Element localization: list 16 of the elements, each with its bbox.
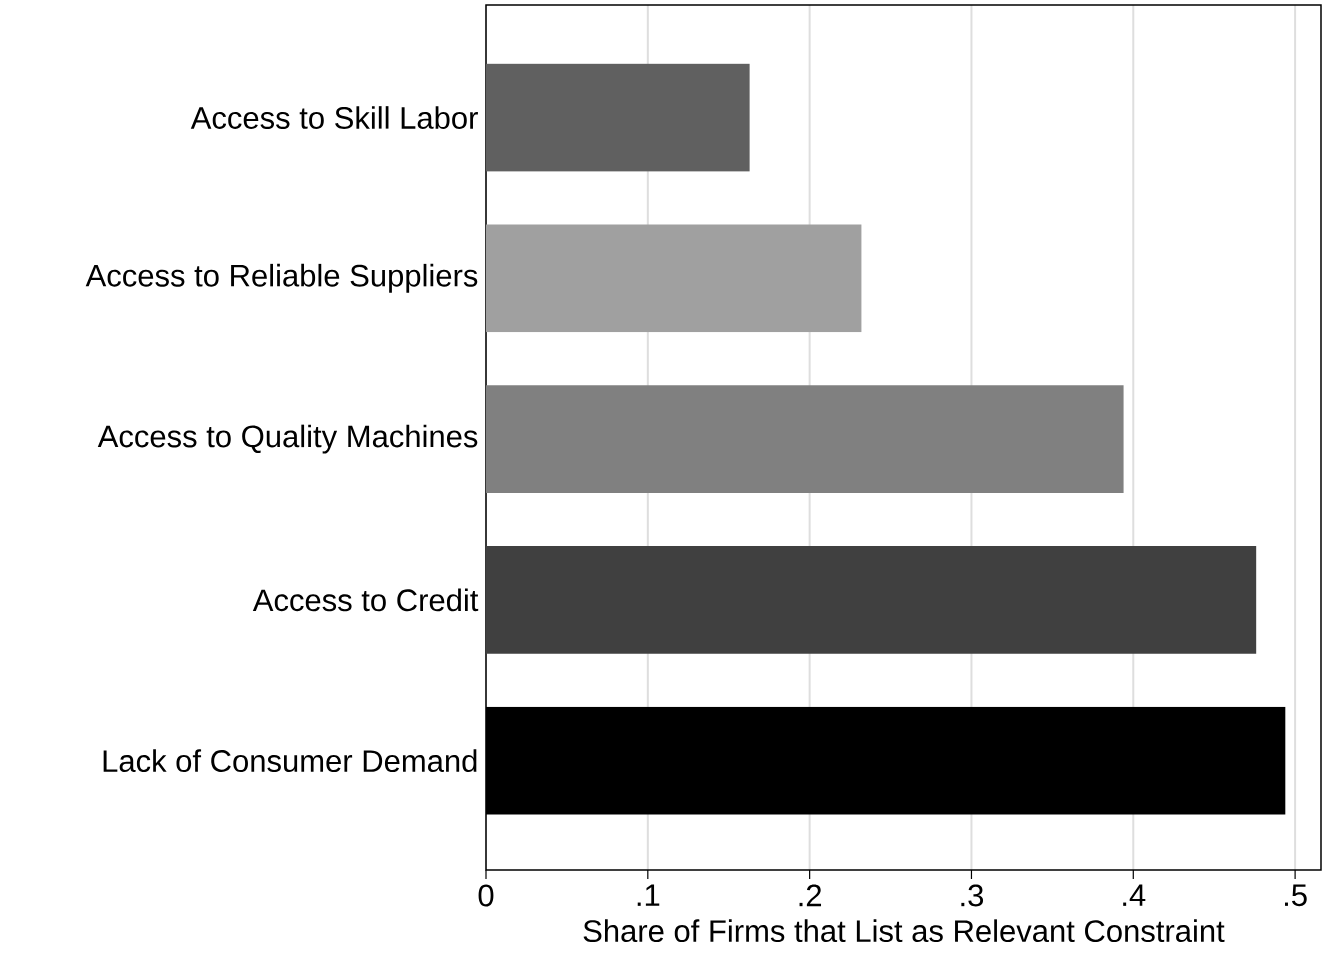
bar [486, 63, 750, 172]
y-tick-label: Access to Quality Machines [97, 424, 478, 454]
x-axis-title: Share of Firms that List as Relevant Constraint [583, 919, 1225, 943]
bar [486, 224, 862, 333]
x-tick-label: 0 [478, 884, 494, 907]
bar [486, 546, 1257, 654]
y-tick-label: Access to Credit [252, 588, 479, 612]
x-tick-label: .3 [961, 884, 984, 907]
y-tick-label: Lack of Consumer Demand [103, 749, 477, 773]
x-tick-label: .5 [1285, 884, 1307, 907]
x-tick-label: .1 [637, 884, 660, 906]
y-tick-label: Access to Reliable Suppliers [85, 263, 478, 293]
bar [486, 385, 1124, 493]
x-tick-label: .4 [1123, 884, 1146, 906]
y-tick-label: Access to Skill Labor [190, 106, 478, 129]
x-tick-label: .2 [799, 884, 822, 907]
